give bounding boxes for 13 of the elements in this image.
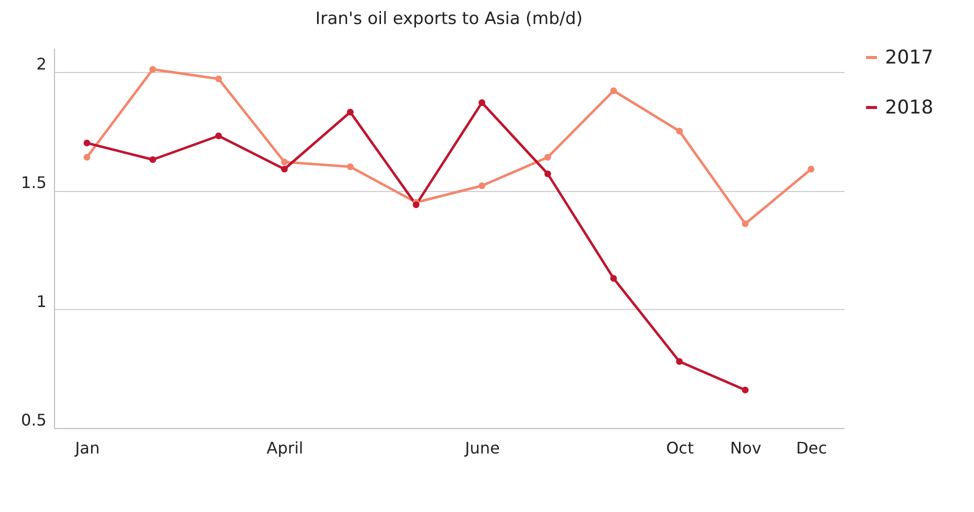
x-tick-label: Oct bbox=[666, 438, 694, 458]
legend-label: 2018 bbox=[885, 96, 934, 118]
y-tick-label: 2 bbox=[36, 54, 46, 74]
x-tick-label: Jan bbox=[74, 438, 100, 458]
x-tick-label: April bbox=[266, 438, 304, 458]
y-tick-label: 1 bbox=[36, 292, 46, 311]
legend-label: 2017 bbox=[885, 46, 934, 68]
y-tick-label: 1.5 bbox=[21, 173, 46, 192]
chart-title: Iran's oil exports to Asia (mb/d) bbox=[315, 9, 583, 29]
x-tick-label: Dec bbox=[796, 438, 828, 458]
x-tick-label: June bbox=[464, 438, 500, 458]
y-tick-label: 0.5 bbox=[21, 410, 46, 430]
x-tick-label: Nov bbox=[730, 438, 762, 458]
